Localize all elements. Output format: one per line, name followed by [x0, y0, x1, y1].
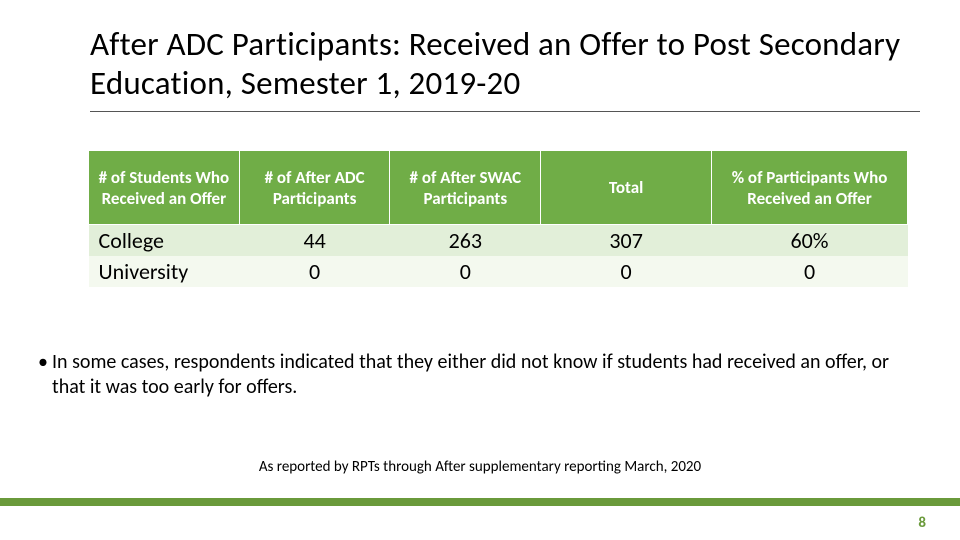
col-header: Total	[541, 151, 712, 225]
table-row: University 0 0 0 0	[89, 256, 908, 287]
col-header: # of After SWAC Participants	[390, 151, 541, 225]
col-header: # of Students Who Received an Offer	[89, 151, 240, 225]
row-label: College	[89, 225, 240, 257]
cell: 0	[239, 256, 390, 287]
cell: 44	[239, 225, 390, 257]
cell: 0	[541, 256, 712, 287]
notes-block: • In some cases, respondents indicated t…	[34, 350, 920, 400]
table-header-row: # of Students Who Received an Offer # of…	[89, 151, 908, 225]
footer-bar: 8	[0, 498, 960, 540]
cell: 60%	[712, 225, 908, 257]
slide-title: After ADC Participants: Received an Offe…	[90, 25, 920, 103]
bullet-dot-icon: •	[34, 350, 52, 400]
table-row: College 44 263 307 60%	[89, 225, 908, 257]
cell: 0	[712, 256, 908, 287]
col-header: % of Participants Who Received an Offer	[712, 151, 908, 225]
footer-space	[0, 506, 960, 540]
cell: 307	[541, 225, 712, 257]
cell: 0	[390, 256, 541, 287]
footnote: As reported by RPTs through After supple…	[0, 458, 960, 476]
slide: After ADC Participants: Received an Offe…	[0, 0, 960, 540]
participants-table: # of Students Who Received an Offer # of…	[88, 150, 908, 287]
accent-stripe	[0, 498, 960, 506]
note-bullet: • In some cases, respondents indicated t…	[34, 350, 920, 400]
slide-number: 8	[918, 514, 926, 532]
note-text: In some cases, respondents indicated tha…	[52, 350, 920, 400]
row-label: University	[89, 256, 240, 287]
title-rule	[90, 111, 920, 112]
cell: 263	[390, 225, 541, 257]
title-block: After ADC Participants: Received an Offe…	[90, 25, 920, 112]
col-header: # of After ADC Participants	[239, 151, 390, 225]
